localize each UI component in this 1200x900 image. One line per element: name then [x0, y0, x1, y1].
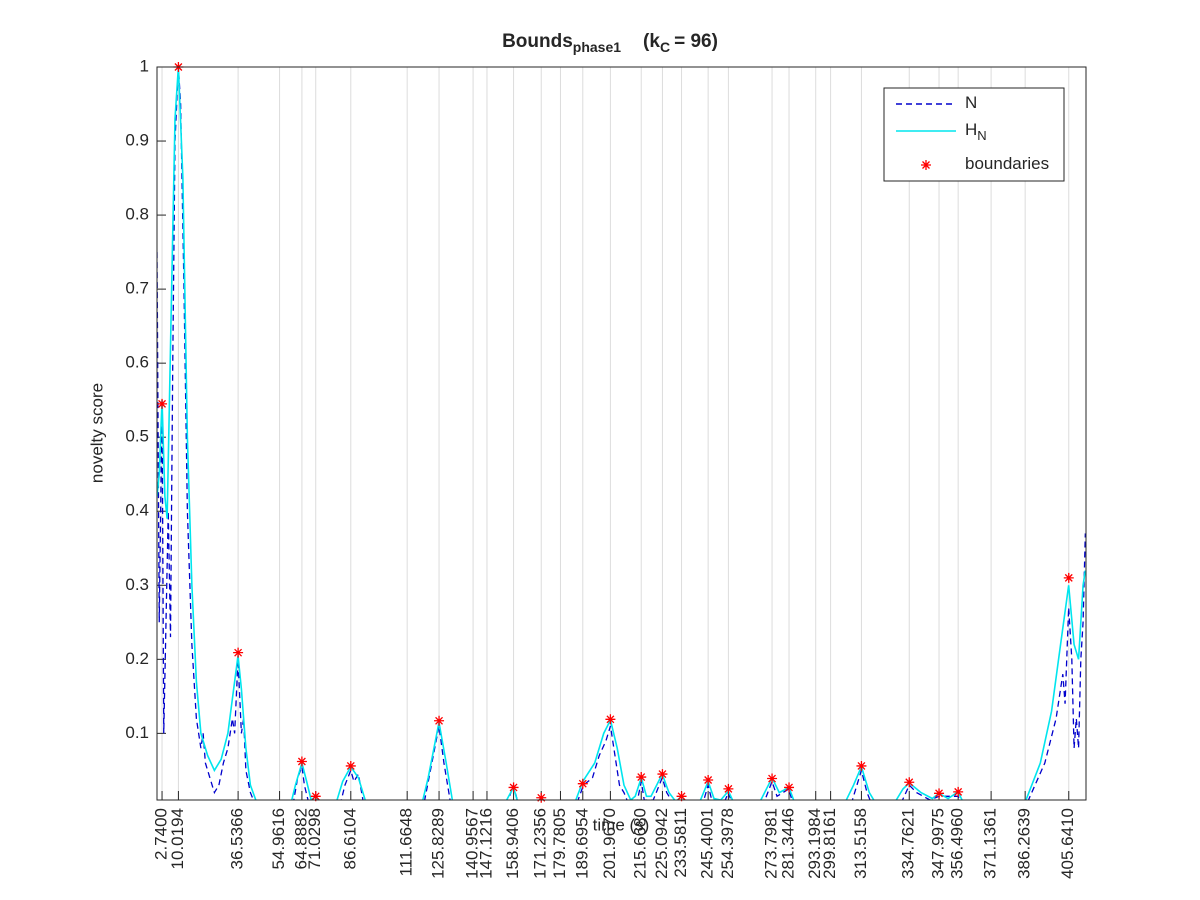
x-tick-label: 215.6680 — [631, 808, 650, 879]
boundary-marker — [605, 714, 616, 725]
x-tick-label: 171.2356 — [531, 808, 550, 879]
series-line — [157, 67, 1086, 800]
title-part: phase1 — [573, 39, 621, 55]
boundary-marker — [310, 791, 321, 802]
x-tick-label: 233.5811 — [671, 808, 690, 878]
boundary-marker — [921, 160, 931, 170]
x-tick-label: 71.0298 — [305, 808, 324, 869]
title-part: = 96) — [674, 31, 718, 52]
x-tick-label: 371.1361 — [981, 808, 1000, 879]
y-tick-label: 0.6 — [125, 353, 149, 372]
y-tick-label: 0.5 — [125, 427, 149, 446]
x-tick-label: 273.7981 — [762, 808, 781, 879]
x-tick-label: 245.4001 — [698, 808, 717, 879]
x-tick-label: 158.9406 — [503, 808, 522, 879]
y-tick-label: 0.1 — [125, 723, 149, 742]
boundary-marker — [1063, 572, 1074, 583]
boundary-marker — [676, 791, 687, 802]
boundary-marker — [784, 782, 795, 793]
chart-title: Boundsphase1 (kC = 96) — [502, 31, 718, 55]
y-tick-label: 0.9 — [125, 131, 149, 150]
boundary-marker — [508, 782, 519, 793]
x-tick-label: 254.3978 — [718, 808, 737, 879]
series-line — [157, 67, 1086, 800]
legend-label: N — [965, 93, 977, 112]
boundary-marker — [767, 773, 778, 784]
y-tick-label: 1 — [140, 56, 149, 75]
legend-label: HN — [965, 120, 987, 143]
y-tick-label: 0.7 — [125, 279, 149, 298]
x-tick-label: 111.6648 — [397, 808, 416, 876]
x-tick-label: 147.1216 — [476, 808, 495, 879]
legend-name: boundaries — [965, 154, 1049, 173]
x-tick-label: 347.9975 — [929, 808, 948, 879]
boundary-marker — [657, 769, 668, 780]
boundary-marker — [703, 775, 714, 786]
x-tick-label: 125.8289 — [429, 808, 448, 879]
x-tick-label: 299.8161 — [820, 808, 839, 879]
boundary-marker — [577, 778, 588, 789]
y-tick-label: 0.3 — [125, 575, 149, 594]
axes-box — [156, 66, 1087, 801]
boundary-marker — [536, 792, 547, 803]
x-tick-label: 281.3446 — [779, 808, 798, 879]
x-axis-label: time (s) — [593, 815, 650, 834]
x-tick-label: 386.2639 — [1015, 808, 1034, 879]
legend-label: boundaries — [965, 154, 1049, 173]
legend-box — [883, 87, 1065, 182]
boundary-marker — [856, 760, 867, 771]
boundary-marker — [296, 756, 307, 767]
boundary-marker — [157, 398, 168, 409]
x-tick-label: 86.6104 — [340, 808, 359, 869]
boundary-marker — [934, 788, 945, 799]
y-tick-label: 0.4 — [125, 501, 149, 520]
legend-subscript: N — [977, 128, 986, 143]
x-tick-label: 10.0194 — [168, 808, 187, 869]
x-tick-label: 334.7621 — [899, 808, 918, 879]
plot-area — [157, 67, 1086, 800]
title-part: C — [660, 39, 670, 55]
x-tick-label: 313.5158 — [851, 808, 870, 879]
title-part: Bounds — [502, 31, 573, 52]
boundary-marker — [233, 647, 244, 658]
x-tick-label: 140.9567 — [463, 808, 482, 879]
x-tick-label: 64.8882 — [291, 808, 310, 869]
x-tick-label: 179.7805 — [550, 808, 569, 879]
legend-name: N — [965, 93, 977, 112]
x-tick-label: 356.4960 — [948, 808, 967, 879]
x-tick-label: 189.6954 — [572, 808, 591, 879]
boundary-marker — [636, 772, 647, 783]
x-tick-label: 2.7400 — [152, 808, 171, 860]
x-tick-label: 405.6410 — [1058, 808, 1077, 879]
boundary-marker — [904, 777, 915, 788]
x-tick-label: 36.5366 — [228, 808, 247, 869]
legend-name: H — [965, 120, 977, 139]
boundary-marker — [345, 760, 356, 771]
boundary-marker — [953, 786, 964, 797]
title-part: (k — [643, 31, 660, 52]
boundary-marker — [434, 715, 445, 726]
x-tick-label: 225.0942 — [652, 808, 671, 879]
x-tick-label: 293.1984 — [805, 808, 824, 879]
y-tick-label: 0.2 — [125, 649, 149, 668]
y-tick-label: 0.8 — [125, 205, 149, 224]
boundary-marker — [723, 783, 734, 794]
x-tick-label: 201.9670 — [600, 808, 619, 879]
y-axis-label: novelty score — [87, 383, 106, 483]
x-tick-label: 54.9616 — [269, 808, 288, 869]
